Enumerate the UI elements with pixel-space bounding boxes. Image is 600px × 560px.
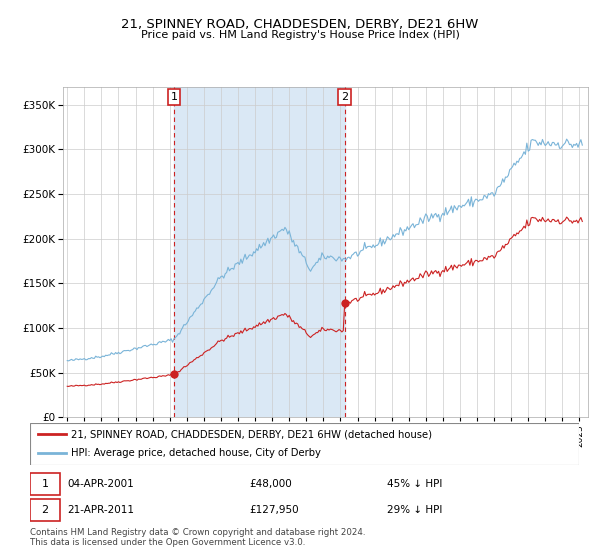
Text: £127,950: £127,950 — [250, 505, 299, 515]
Text: 21, SPINNEY ROAD, CHADDESDEN, DERBY, DE21 6HW: 21, SPINNEY ROAD, CHADDESDEN, DERBY, DE2… — [121, 18, 479, 31]
Text: 1: 1 — [170, 92, 178, 102]
Text: 45% ↓ HPI: 45% ↓ HPI — [387, 479, 442, 489]
Text: HPI: Average price, detached house, City of Derby: HPI: Average price, detached house, City… — [71, 449, 321, 459]
Text: 2: 2 — [41, 505, 49, 515]
Text: 04-APR-2001: 04-APR-2001 — [67, 479, 134, 489]
Text: 2: 2 — [341, 92, 348, 102]
Text: Contains HM Land Registry data © Crown copyright and database right 2024.
This d: Contains HM Land Registry data © Crown c… — [30, 528, 365, 547]
Text: 29% ↓ HPI: 29% ↓ HPI — [387, 505, 442, 515]
Text: 1: 1 — [41, 479, 49, 489]
Bar — [174, 87, 345, 417]
Bar — [30, 473, 60, 496]
Text: 21-APR-2011: 21-APR-2011 — [67, 505, 134, 515]
Text: £48,000: £48,000 — [250, 479, 292, 489]
Text: 21, SPINNEY ROAD, CHADDESDEN, DERBY, DE21 6HW (detached house): 21, SPINNEY ROAD, CHADDESDEN, DERBY, DE2… — [71, 429, 432, 439]
Bar — [30, 498, 60, 521]
Text: Price paid vs. HM Land Registry's House Price Index (HPI): Price paid vs. HM Land Registry's House … — [140, 30, 460, 40]
